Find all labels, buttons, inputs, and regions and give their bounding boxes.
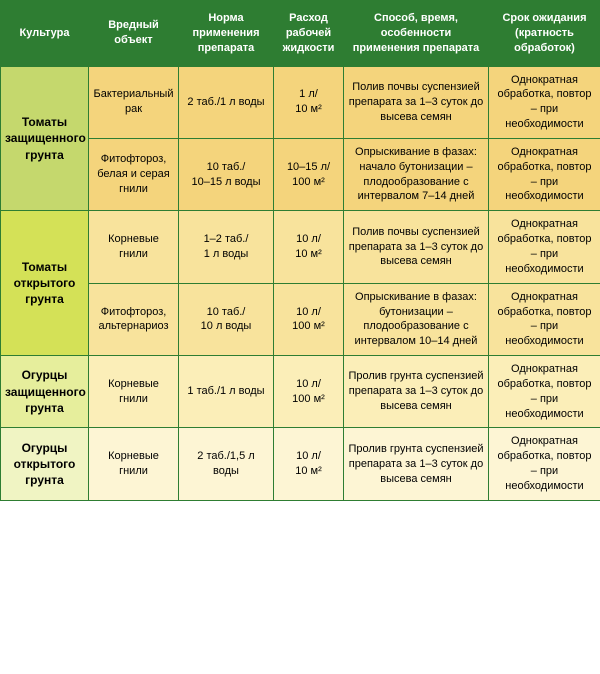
consumption-cell: 1 л/10 м²: [274, 66, 344, 138]
table-row: Томаты открытого грунтаКорневые гнили1–2…: [1, 211, 600, 283]
consumption-cell: 10 л/100 м²: [274, 356, 344, 428]
pest-cell: Корневые гнили: [89, 428, 179, 500]
header-rate: Норма применения препарата: [179, 1, 274, 67]
culture-cell: Томаты защищенного грунта: [1, 66, 89, 211]
header-culture: Культура: [1, 1, 89, 67]
rate-cell: 10 таб./10–15 л воды: [179, 138, 274, 210]
consumption-cell: 10 л/10 м²: [274, 428, 344, 500]
pest-cell: Фитофтороз, белая и серая гнили: [89, 138, 179, 210]
header-pest: Вредный объект: [89, 1, 179, 67]
consumption-cell: 10 л/10 м²: [274, 211, 344, 283]
wait-cell: Однократная обработка, повтор – при необ…: [489, 356, 600, 428]
culture-cell: Огурцы защищенного грунта: [1, 356, 89, 428]
rate-cell: 2 таб./1,5 л воды: [179, 428, 274, 500]
rate-cell: 1–2 таб./1 л воды: [179, 211, 274, 283]
header-method: Способ, время, особенности применения пр…: [344, 1, 489, 67]
pest-cell: Корневые гнили: [89, 356, 179, 428]
culture-cell: Томаты открытого грунта: [1, 211, 89, 356]
table-row: Фитофтороз, альтернариоз10 таб./10 л вод…: [1, 283, 600, 355]
method-cell: Пролив грунта суспензией препарата за 1–…: [344, 428, 489, 500]
wait-cell: Однократная обработка, повтор – при необ…: [489, 428, 600, 500]
pest-cell: Корневые гнили: [89, 211, 179, 283]
wait-cell: Однократная обработка, повтор – при необ…: [489, 211, 600, 283]
pesticide-table: Культура Вредный объект Норма применения…: [0, 0, 600, 501]
method-cell: Пролив грунта суспензией препарата за 1–…: [344, 356, 489, 428]
rate-cell: 2 таб./1 л воды: [179, 66, 274, 138]
table-row: Фитофтороз, белая и серая гнили10 таб./1…: [1, 138, 600, 210]
consumption-cell: 10 л/100 м²: [274, 283, 344, 355]
header-wait: Срок ожидания (кратность обработок): [489, 1, 600, 67]
method-cell: Полив почвы суспензией препарата за 1–3 …: [344, 211, 489, 283]
header-row: Культура Вредный объект Норма применения…: [1, 1, 600, 67]
table-row: Огурцы защищенного грунтаКорневые гнили1…: [1, 356, 600, 428]
method-cell: Полив почвы суспензией препарата за 1–3 …: [344, 66, 489, 138]
wait-cell: Однократная обработка, повтор – при необ…: [489, 138, 600, 210]
method-cell: Опрыскивание в фазах: начало бутонизации…: [344, 138, 489, 210]
table-row: Томаты защищенного грунтаБактериальный р…: [1, 66, 600, 138]
pest-cell: Бактериальный рак: [89, 66, 179, 138]
header-consumption: Расход рабочей жидкости: [274, 1, 344, 67]
rate-cell: 1 таб./1 л воды: [179, 356, 274, 428]
consumption-cell: 10–15 л/100 м²: [274, 138, 344, 210]
rate-cell: 10 таб./10 л воды: [179, 283, 274, 355]
method-cell: Опрыскивание в фазах: бутонизации – плод…: [344, 283, 489, 355]
wait-cell: Однократная обработка, повтор – при необ…: [489, 283, 600, 355]
wait-cell: Однократная обработка, повтор – при необ…: [489, 66, 600, 138]
table-row: Огурцы открытого грунтаКорневые гнили2 т…: [1, 428, 600, 500]
pest-cell: Фитофтороз, альтернариоз: [89, 283, 179, 355]
culture-cell: Огурцы открытого грунта: [1, 428, 89, 500]
